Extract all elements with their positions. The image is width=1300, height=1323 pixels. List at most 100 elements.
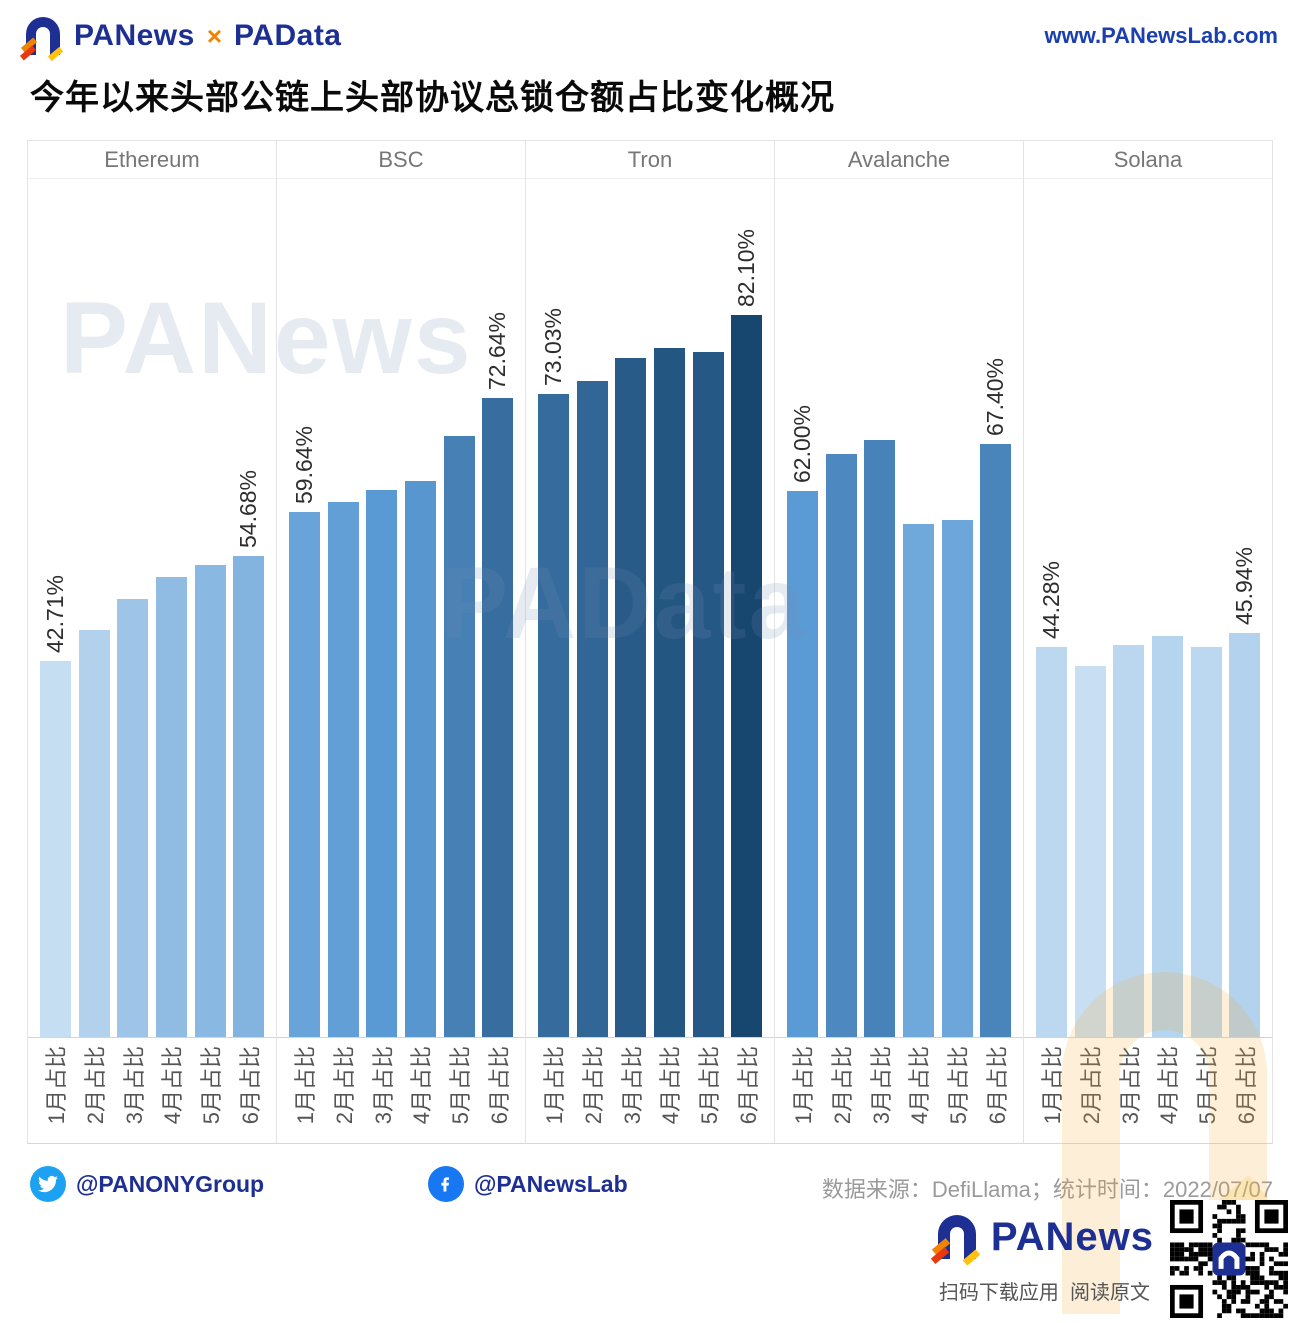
bar <box>653 348 685 1037</box>
x-axis-label: 4月占比 <box>907 1046 933 1125</box>
x-axis-label-cell: 2月占比 <box>573 1038 612 1143</box>
x-axis-label-cell: 1月占比 <box>534 1038 573 1143</box>
bottom-brand-caption: 扫码下载应用 阅读原文 <box>938 1282 1151 1304</box>
group-axis-labels: 1月占比 2月占比 3月占比 4月占比 5月占比 6月占比 <box>28 1037 276 1143</box>
x-axis-label: 4月占比 <box>1156 1046 1182 1125</box>
bar-cell <box>75 179 114 1037</box>
x-axis-label-cell: 3月占比 <box>611 1038 650 1143</box>
bar <box>1074 666 1106 1037</box>
bar-value-text: 72.64% <box>484 311 511 390</box>
x-axis-label: 4月占比 <box>658 1046 684 1125</box>
x-axis-label: 1月占比 <box>293 1046 319 1125</box>
x-axis-label-cell: 1月占比 <box>36 1038 75 1143</box>
footer: @PANONYGroup @PANewsLab 数据来源：DefiLlama；统… <box>30 1166 1273 1210</box>
bar-cell <box>899 179 938 1037</box>
bar <box>902 524 934 1037</box>
x-axis-label-cell: 6月占比 <box>478 1038 517 1143</box>
bar <box>941 520 973 1037</box>
x-axis-label-cell: 6月占比 <box>976 1038 1015 1143</box>
x-axis-label: 6月占比 <box>735 1046 761 1125</box>
bar-value-text: 82.10% <box>733 228 760 307</box>
x-axis-label-cell: 4月占比 <box>401 1038 440 1143</box>
qr-code <box>1170 1200 1288 1318</box>
chart-group-ethereum: Ethereum 42.71% 54.68% 1月占比 2月占比 3月占比 4月占比 5月占比… <box>27 141 277 1143</box>
bar-cell: 42.71% <box>36 179 75 1037</box>
bar-value-text: 62.00% <box>788 404 815 483</box>
x-axis-label-cell: 4月占比 <box>899 1038 938 1143</box>
x-axis-label-cell: 3月占比 <box>113 1038 152 1143</box>
x-axis-label: 5月占比 <box>697 1046 723 1125</box>
bottom-brand-name: PANews <box>990 1214 1154 1259</box>
bar <box>1229 633 1261 1037</box>
x-axis-label-cell: 6月占比 <box>1225 1038 1264 1143</box>
x-axis-label: 3月占比 <box>121 1046 147 1125</box>
x-axis-label-cell: 4月占比 <box>1148 1038 1187 1143</box>
bar-cell <box>1109 179 1148 1037</box>
x-axis-label: 2月占比 <box>1079 1046 1104 1125</box>
x-axis-label: 6月占比 <box>984 1046 1010 1125</box>
twitter-icon <box>30 1166 66 1202</box>
brand-padata: PAData <box>234 19 342 52</box>
x-axis-label-cell: 3月占比 <box>362 1038 401 1143</box>
bar <box>980 444 1012 1037</box>
bar-cell <box>1187 179 1226 1037</box>
bar <box>1190 647 1222 1037</box>
bar-cell <box>1071 179 1110 1037</box>
x-axis-label-cell: 4月占比 <box>650 1038 689 1143</box>
group-plot: 62.00% 67.40% <box>775 179 1023 1037</box>
group-axis-labels: 1月占比 2月占比 3月占比 4月占比 5月占比 6月占比 <box>775 1037 1023 1143</box>
facebook-link[interactable]: @PANewsLab <box>428 1166 628 1202</box>
bar <box>1035 647 1067 1037</box>
bar-cell: 54.68% <box>229 179 268 1037</box>
bar <box>404 481 436 1037</box>
x-axis-label: 1月占比 <box>44 1046 70 1125</box>
chart-group-avalanche: Avalanche 62.00% 67.40% 1月占比 2月占比 3月占比 4月占比 5月占… <box>775 141 1024 1143</box>
bar <box>78 630 110 1037</box>
x-axis-label: 6月占比 <box>486 1046 512 1125</box>
bar <box>692 352 724 1037</box>
bar <box>825 454 857 1037</box>
x-axis-label: 1月占比 <box>542 1046 568 1125</box>
panews-logo-icon <box>19 14 64 62</box>
bar <box>576 381 608 1037</box>
x-axis-label-cell: 2月占比 <box>1071 1038 1110 1143</box>
x-axis-label-cell: 5月占比 <box>938 1038 977 1143</box>
x-axis-label-cell: 6月占比 <box>727 1038 766 1143</box>
group-plot: 44.28% 45.94% <box>1024 179 1272 1037</box>
x-axis-label-cell: 2月占比 <box>324 1038 363 1143</box>
bar-value-label: 62.00% <box>783 405 822 483</box>
group-plot: 73.03% 82.10% <box>526 179 774 1037</box>
x-axis-label: 2月占比 <box>332 1046 357 1125</box>
x-axis-label-cell: 3月占比 <box>860 1038 899 1143</box>
x-axis-label: 2月占比 <box>830 1046 855 1125</box>
x-axis-label: 3月占比 <box>1117 1046 1143 1125</box>
bottom-brand-block: PANews 扫码下载应用 阅读原文 <box>930 1200 1288 1318</box>
twitter-link[interactable]: @PANONYGroup <box>30 1166 264 1202</box>
x-axis-label: 2月占比 <box>581 1046 606 1125</box>
x-axis-label: 6月占比 <box>1233 1046 1259 1125</box>
x-axis-label-cell: 5月占比 <box>689 1038 728 1143</box>
brand: PANews × PAData <box>19 14 342 62</box>
bar-cell <box>689 179 728 1037</box>
bar-cell <box>611 179 650 1037</box>
x-axis-label-cell: 6月占比 <box>229 1038 268 1143</box>
bar-cell: 82.10% <box>727 179 766 1037</box>
x-axis-label: 5月占比 <box>199 1046 225 1125</box>
bar-cell <box>1148 179 1187 1037</box>
site-url-link[interactable]: www.PANewsLab.com <box>1044 23 1279 48</box>
twitter-handle: @PANONYGroup <box>76 1170 265 1197</box>
bar <box>194 565 226 1037</box>
chart: Ethereum 42.71% 54.68% 1月占比 2月占比 3月占比 4月占比 5月占比… <box>27 140 1273 1144</box>
bar-cell <box>113 179 152 1037</box>
bar-value-label: 59.64% <box>285 426 324 504</box>
bar-value-text: 44.28% <box>1037 560 1064 639</box>
facebook-icon <box>428 1166 464 1202</box>
chart-title: 今年以来头部公链上头部协议总锁仓额占比变化概况 <box>30 79 835 117</box>
bar <box>731 315 763 1037</box>
group-plot: 42.71% 54.68% <box>28 179 276 1037</box>
x-axis-label: 3月占比 <box>370 1046 396 1125</box>
x-axis-label-cell: 2月占比 <box>75 1038 114 1143</box>
bar <box>1113 645 1145 1037</box>
x-axis-label: 4月占比 <box>160 1046 186 1125</box>
brand-separator: × <box>206 20 223 51</box>
